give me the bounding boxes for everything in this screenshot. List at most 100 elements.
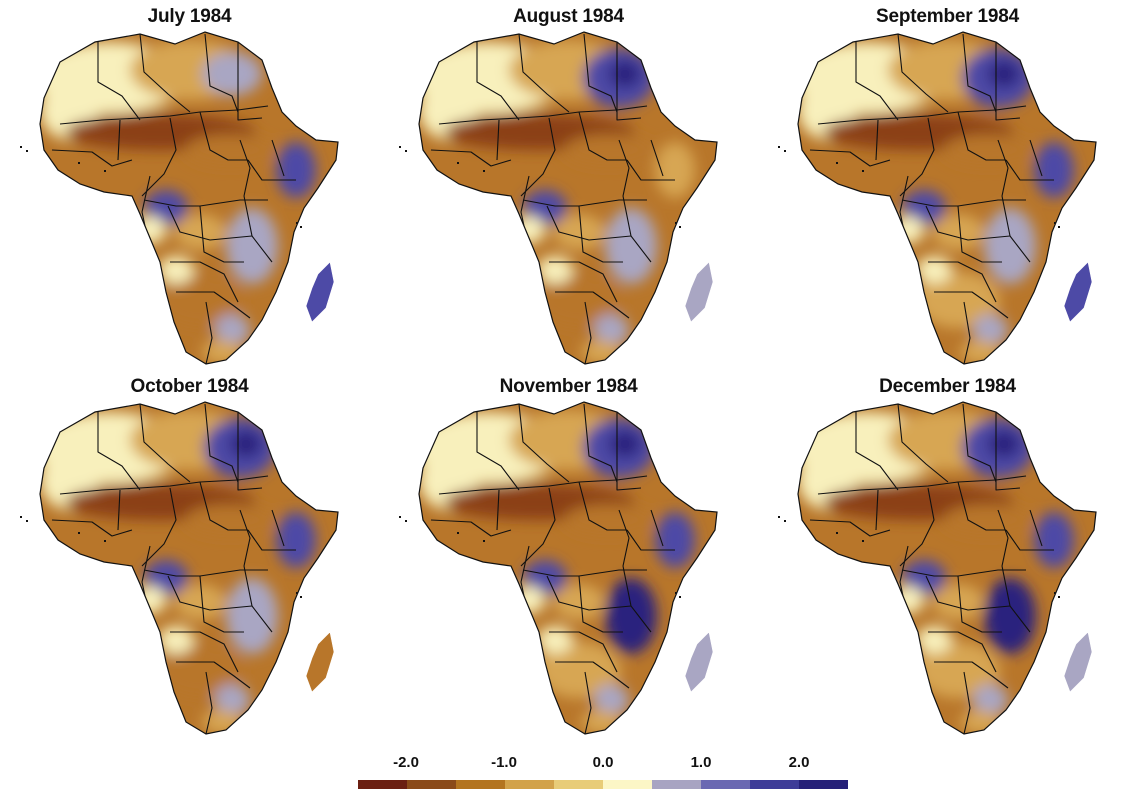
island-marker [483,170,485,172]
africa-map [399,31,718,365]
country-border [204,403,239,483]
island-marker [862,540,864,542]
country-border [855,42,899,121]
island-marker [675,592,677,594]
angola-region [537,256,573,284]
country-border [520,117,556,197]
south-east-region [593,314,629,346]
island-marker [483,540,485,542]
island-marker [300,596,302,598]
south-east-region [214,684,250,716]
legend-swatch [407,780,456,789]
legend-tick-label: 1.0 [690,754,712,771]
legend-tick-label: -1.0 [491,754,517,771]
legend-swatch [554,780,603,789]
east-africa-region [226,208,278,284]
country-border [650,139,664,177]
country-border [139,33,191,113]
island-marker [296,592,298,594]
island-marker [78,162,80,164]
island-marker [862,170,864,172]
angola-region [916,626,952,654]
angola-region [916,256,952,284]
island-marker [405,520,407,522]
legend-swatch [750,780,799,789]
country-border [925,205,1011,241]
south-east-region [214,314,250,346]
angola-region [537,626,573,654]
island-marker [26,520,28,522]
horn-region [655,512,695,568]
country-border [549,261,618,303]
map-panel-september: September 1984 [758,0,1137,370]
legend-swatch [505,780,554,789]
coastline [797,401,1097,735]
sudan-region [564,134,654,166]
east-africa-region [226,578,278,654]
island-marker [1058,226,1060,228]
country-border [176,661,251,689]
island-marker [20,146,22,148]
island-marker [26,150,28,152]
legend-swatch [358,780,407,789]
egypt-core-region [609,60,641,88]
gabon-region [892,586,924,614]
country-border [518,33,570,113]
east-africa-region [605,578,657,654]
south-east-region [972,684,1008,716]
country-border [622,565,652,633]
map-panel-august: August 1984 [379,0,758,370]
country-border [1001,565,1031,633]
country-border [957,111,1006,161]
south-east-region [972,314,1008,346]
country-border [583,403,618,483]
country-border [616,412,642,491]
panel-title: November 1984 [499,376,638,397]
country-border [199,481,248,531]
gabon-region [134,216,166,244]
country-border [584,301,592,364]
legend-swatch [799,780,848,789]
madagascar-shape [684,261,714,323]
southern-region [916,642,1000,698]
map-panel-october: October 1984 [0,370,379,740]
egypt-core-region [230,430,262,458]
country-border [897,33,949,113]
island-marker [457,162,459,164]
island-marker [104,170,106,172]
country-border [963,671,971,734]
country-border [518,403,570,483]
country-border [243,565,273,633]
africa-map [20,401,339,735]
country-border [957,205,1002,263]
africa-map [778,401,1097,735]
coastline [39,401,339,735]
legend-swatch [456,780,505,789]
country-border [995,42,1021,121]
panel-title: September 1984 [876,6,1019,27]
island-marker [296,222,298,224]
island-marker [405,150,407,152]
country-border [430,519,512,537]
country-border [995,412,1021,491]
madagascar-shape [305,631,335,693]
country-border [117,489,121,531]
island-marker [1054,222,1056,224]
central-region [932,214,984,250]
southern-region [916,272,1000,328]
central-region [174,214,226,250]
central-region [553,584,605,620]
south-east-region [593,684,629,716]
panel-title: December 1984 [879,376,1016,397]
sudan-region [943,134,1033,166]
country-border [584,671,592,734]
island-marker [836,162,838,164]
country-border [626,529,675,551]
country-border [855,412,899,491]
legend-labels: -2.0 -1.0 0.0 1.0 2.0 [358,754,848,772]
southern-region [158,272,242,328]
coastline [418,31,718,365]
country-border [963,301,971,364]
map-panel-november: November 1984 [379,370,758,740]
country-border [583,33,618,113]
